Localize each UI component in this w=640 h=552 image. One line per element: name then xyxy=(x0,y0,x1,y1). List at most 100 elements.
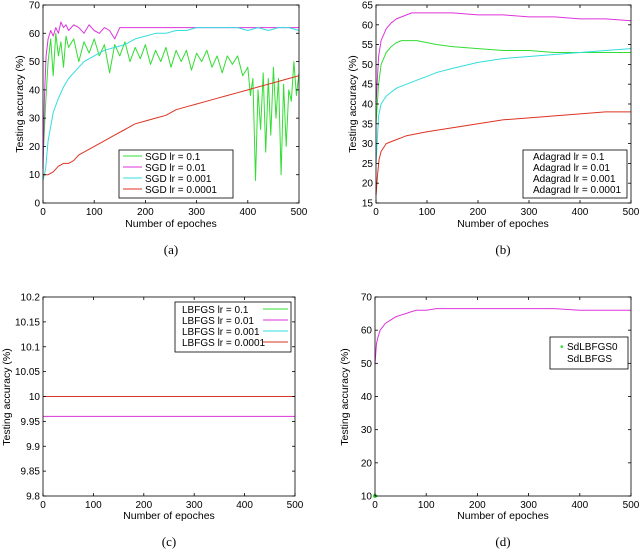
panel-a: 0 100 200 300 400 500 0 10 20 30 40 50 60 70 Number o… xyxy=(14,1,308,258)
panel-c-series xyxy=(43,396,295,417)
panel-b-xlabel: Number of epoches xyxy=(457,218,549,230)
panel-b-ytick-label: 40 xyxy=(362,100,374,111)
panel-d-ytick-label: 10 xyxy=(361,492,373,503)
panel-d-legend: • SdLBFGS0 SdLBFGS xyxy=(549,336,629,370)
series-line-adagrad-lr-0-0001 xyxy=(375,111,631,196)
panel-b-ytick-label: 35 xyxy=(362,119,374,130)
panel-a-ytick-label: 20 xyxy=(29,142,41,153)
series-line-sgd-lr-0-01 xyxy=(42,21,299,170)
legend-label-lbfgs-lr-0-001: LBFGS lr = 0.001 xyxy=(182,327,260,338)
panel-a-ytick-label: 40 xyxy=(29,85,41,96)
panel-b-ticks: 0 100 200 300 400 500 15 20 25 30 35 40 45 50 55 60 65 xyxy=(362,1,640,219)
series-line-sgd-lr-0-0001 xyxy=(43,75,300,176)
panel-b: 0 100 200 300 400 500 15 20 25 30 35 40 45 50 55 60 65 N… xyxy=(347,1,640,258)
legend-marker-sdlbfgs0: • xyxy=(560,342,564,353)
panel-b-ytick-label: 45 xyxy=(362,80,374,91)
legend-label-adagrad-lr-0-0001: Adagrad lr = 0.0001 xyxy=(533,185,622,196)
panel-d-ticks: 0 100 200 300 400 500 10 20 30 40 50 60 70 xyxy=(361,293,640,512)
panel-a-axes-frame xyxy=(42,4,300,204)
panel-a-ytick-label: 10 xyxy=(29,170,41,181)
panel-d-ytick-label: 20 xyxy=(361,458,373,469)
panel-a-xtick-label: 500 xyxy=(291,207,308,218)
panel-c-xlabel: Number of epoches xyxy=(123,510,215,522)
panel-a-caption: (a) xyxy=(164,242,178,257)
panel-c-caption: (c) xyxy=(162,534,176,549)
panel-c-legend: LBFGS lr = 0.1 LBFGS lr = 0.01 LBFGS lr … xyxy=(174,301,292,353)
legend-label-sgd-lr-0-001: SGD lr = 0.001 xyxy=(145,174,212,185)
panel-c-ytick-label: 9.95 xyxy=(21,417,41,428)
panel-a-xtick-label: 100 xyxy=(86,207,103,218)
panel-a-series xyxy=(42,21,300,181)
panel-d-ylabel: Testing accuracy (%) xyxy=(339,348,351,445)
panel-a-xtick-label: 0 xyxy=(40,207,46,218)
panel-c-ytick-label: 10.05 xyxy=(15,367,40,378)
panel-c-xtick-label: 400 xyxy=(236,500,253,511)
panel-a-ytick-label: 50 xyxy=(29,57,41,68)
panel-b-legend: Adagrad lr = 0.1 Adagrad lr = 0.01 Adagr… xyxy=(522,149,628,199)
legend-label-adagrad-lr-0-001: Adagrad lr = 0.001 xyxy=(533,174,616,185)
panel-c-ylabel: Testing accuracy (%) xyxy=(1,348,13,445)
panel-d-xtick-label: 200 xyxy=(469,500,486,511)
panel-b-ylabel: Testing accuracy (%) xyxy=(347,55,359,152)
panel-a-ytick-label: 30 xyxy=(29,114,41,125)
panel-b-xtick-label: 300 xyxy=(521,207,538,218)
panel-a-legend: SGD lr = 0.1 SGD lr = 0.01 SGD lr = 0.00… xyxy=(118,149,234,199)
legend-label-sdlbfgs0: SdLBFGS0 xyxy=(567,342,618,353)
legend-label-adagrad-lr-0-1: Adagrad lr = 0.1 xyxy=(533,152,605,163)
panel-a-xlabel: Number of epoches xyxy=(125,218,217,230)
panel-a-ytick-label: 60 xyxy=(29,29,41,40)
panel-a-xtick-label: 200 xyxy=(137,207,154,218)
panel-b-xtick-label: 400 xyxy=(572,207,589,218)
panel-c-xtick-label: 0 xyxy=(40,500,46,511)
panel-b-ytick-label: 65 xyxy=(362,1,374,12)
panel-c-ytick-label: 10.1 xyxy=(21,342,41,353)
panel-d-ytick-label: 50 xyxy=(361,359,373,370)
panel-b-xtick-label: 200 xyxy=(470,207,487,218)
panel-d-xlabel: Number of epoches xyxy=(457,510,549,522)
panel-c-ticks: 0 100 200 300 400 500 9.8 9.85 9.9 9.95 10 10.05 10.… xyxy=(15,293,304,512)
panel-d-xtick-label: 300 xyxy=(520,500,537,511)
panel-d-xtick-label: 0 xyxy=(372,500,378,511)
panel-b-xtick-label: 100 xyxy=(419,207,436,218)
panel-a-xtick-label: 300 xyxy=(188,207,205,218)
panel-b-legend-box xyxy=(522,149,628,199)
panel-c-legend-box xyxy=(174,301,292,353)
panel-a-ytick-label: 0 xyxy=(34,199,40,210)
panel-c-ytick-label: 10.2 xyxy=(21,293,41,304)
panel-d-xtick-label: 500 xyxy=(623,500,640,511)
panel-b-ytick-label: 30 xyxy=(362,139,374,150)
panel-b-ytick-label: 20 xyxy=(362,179,374,190)
legend-label-sdlbfgs: SdLBFGS xyxy=(567,354,612,365)
panel-a-ytick-label: 70 xyxy=(29,1,41,12)
panel-c-ytick-label: 9.9 xyxy=(26,442,40,453)
panel-d-ytick-label: 30 xyxy=(361,425,373,436)
panel-d: 0 100 200 300 400 500 10 20 30 40 50 60 70 Number of… xyxy=(339,293,640,550)
panel-c-xtick-label: 100 xyxy=(85,500,102,511)
legend-label-sgd-lr-0-0001: SGD lr = 0.0001 xyxy=(145,185,217,196)
panel-d-caption: (d) xyxy=(495,534,510,549)
legend-label-lbfgs-lr-0-1: LBFGS lr = 0.1 xyxy=(182,305,249,316)
panel-b-ytick-label: 15 xyxy=(362,199,374,210)
panel-d-legend-box xyxy=(549,336,629,370)
panel-b-ytick-label: 50 xyxy=(362,60,374,71)
series-line-adagrad-lr-0-01 xyxy=(375,12,632,105)
panel-c: 0 100 200 300 400 500 9.8 9.85 9.9 9.95 10 10.05 10.… xyxy=(1,293,304,550)
panel-d-ytick-label: 70 xyxy=(361,293,373,304)
panel-d-axes-frame xyxy=(374,296,632,497)
panel-d-xtick-label: 400 xyxy=(571,500,588,511)
panel-b-ytick-label: 60 xyxy=(362,20,374,31)
legend-label-lbfgs-lr-0-01: LBFGS lr = 0.01 xyxy=(182,316,254,327)
panel-b-ytick-label: 25 xyxy=(362,159,374,170)
panel-c-ytick-label: 9.8 xyxy=(26,492,40,503)
panel-d-ytick-label: 60 xyxy=(361,326,373,337)
panel-c-ytick-label: 10.15 xyxy=(15,317,40,328)
legend-label-adagrad-lr-0-01: Adagrad lr = 0.01 xyxy=(533,163,610,174)
panel-b-ytick-label: 55 xyxy=(362,40,374,51)
series-line-sgd-lr-0-1 xyxy=(42,32,300,181)
panel-b-caption: (b) xyxy=(495,242,510,257)
panel-b-xtick-label: 0 xyxy=(373,207,379,218)
panel-a-xtick-label: 400 xyxy=(239,207,256,218)
panel-c-ytick-label: 9.85 xyxy=(21,467,41,478)
legend-label-lbfgs-lr-0-0001: LBFGS lr = 0.0001 xyxy=(182,338,266,349)
